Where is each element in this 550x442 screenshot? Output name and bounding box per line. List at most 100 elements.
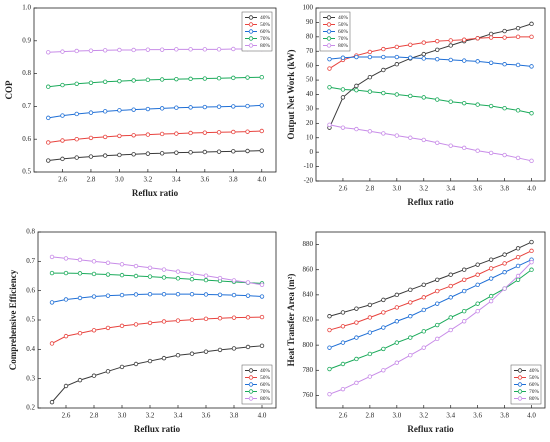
point xyxy=(74,136,79,142)
y-tick-label: 50 xyxy=(306,76,314,84)
y-tick-label: 60 xyxy=(306,61,314,69)
point xyxy=(461,319,467,324)
point xyxy=(63,297,69,302)
point xyxy=(259,75,264,80)
series-line xyxy=(51,345,263,403)
point xyxy=(529,34,534,40)
point xyxy=(488,35,494,40)
point xyxy=(216,104,222,109)
point xyxy=(60,156,65,162)
legend-label: 80% xyxy=(260,396,271,402)
point xyxy=(488,60,494,65)
y-tick-label: 820 xyxy=(303,316,314,324)
point xyxy=(77,295,83,301)
x-tick-label: 3.2 xyxy=(419,412,428,420)
point xyxy=(217,347,223,353)
x-tick-label: 4.0 xyxy=(527,185,536,193)
point xyxy=(188,76,193,82)
point xyxy=(435,38,440,44)
series-line xyxy=(52,272,263,284)
point xyxy=(529,267,534,272)
legend-marker xyxy=(326,36,332,41)
point xyxy=(515,108,521,113)
y-tick-label: 0.5 xyxy=(22,168,31,176)
x-tick-label: 3.4 xyxy=(446,185,455,193)
point xyxy=(161,355,167,361)
point xyxy=(461,309,467,314)
point xyxy=(217,292,223,297)
point xyxy=(259,148,264,153)
legend-label: 50% xyxy=(529,375,540,381)
point xyxy=(46,115,51,121)
point xyxy=(515,25,521,31)
point xyxy=(515,254,521,260)
series-line xyxy=(51,316,263,344)
point xyxy=(145,132,151,137)
point xyxy=(145,47,151,52)
y-tick-label: 0.9 xyxy=(22,36,31,44)
point xyxy=(145,151,151,156)
point xyxy=(88,135,94,141)
y-axis-label: Comprehensive Efficiency xyxy=(8,269,18,370)
point xyxy=(502,152,507,158)
point xyxy=(488,276,494,281)
point xyxy=(435,288,440,294)
point xyxy=(117,78,122,84)
x-tick-label: 3.0 xyxy=(118,412,127,420)
point xyxy=(174,150,179,155)
point xyxy=(91,271,97,277)
point xyxy=(245,293,251,298)
point xyxy=(131,152,136,157)
point xyxy=(74,48,79,54)
point xyxy=(88,154,94,159)
point xyxy=(231,104,236,109)
x-tick-label: 3.0 xyxy=(115,176,124,184)
point xyxy=(488,298,494,304)
point xyxy=(203,316,209,322)
x-tick-label: 2.6 xyxy=(339,412,348,420)
point xyxy=(488,150,494,156)
point xyxy=(327,56,332,62)
legend-label: 40% xyxy=(260,368,271,374)
point xyxy=(119,272,125,278)
y-tick-label: 0.3 xyxy=(26,374,35,382)
point xyxy=(131,107,136,112)
point xyxy=(102,109,108,114)
x-tick-label: 3.0 xyxy=(392,185,401,193)
point xyxy=(189,271,195,276)
legend-label: 40% xyxy=(338,15,349,21)
point xyxy=(231,346,237,351)
point xyxy=(448,43,453,48)
point xyxy=(147,274,153,279)
point xyxy=(60,113,65,118)
legend-marker xyxy=(248,375,254,380)
point xyxy=(231,129,236,135)
point xyxy=(175,269,181,274)
point xyxy=(529,111,534,116)
point xyxy=(461,288,467,294)
point xyxy=(475,282,480,287)
point xyxy=(488,31,494,37)
point xyxy=(245,315,251,320)
point xyxy=(461,145,467,151)
point xyxy=(91,259,97,264)
legend-marker xyxy=(517,396,523,401)
point xyxy=(202,76,208,81)
point xyxy=(161,319,167,324)
point xyxy=(448,38,453,43)
series-line xyxy=(329,259,532,349)
point xyxy=(461,277,467,282)
series-line xyxy=(51,293,263,303)
point xyxy=(217,275,223,281)
point xyxy=(475,148,480,153)
point xyxy=(502,252,507,257)
legend-label: 60% xyxy=(260,29,271,35)
point xyxy=(367,129,373,134)
point xyxy=(105,260,111,265)
point xyxy=(381,67,386,73)
point xyxy=(74,111,79,117)
point xyxy=(159,47,165,52)
x-tick-label: 3.0 xyxy=(392,412,401,420)
point xyxy=(421,40,426,45)
